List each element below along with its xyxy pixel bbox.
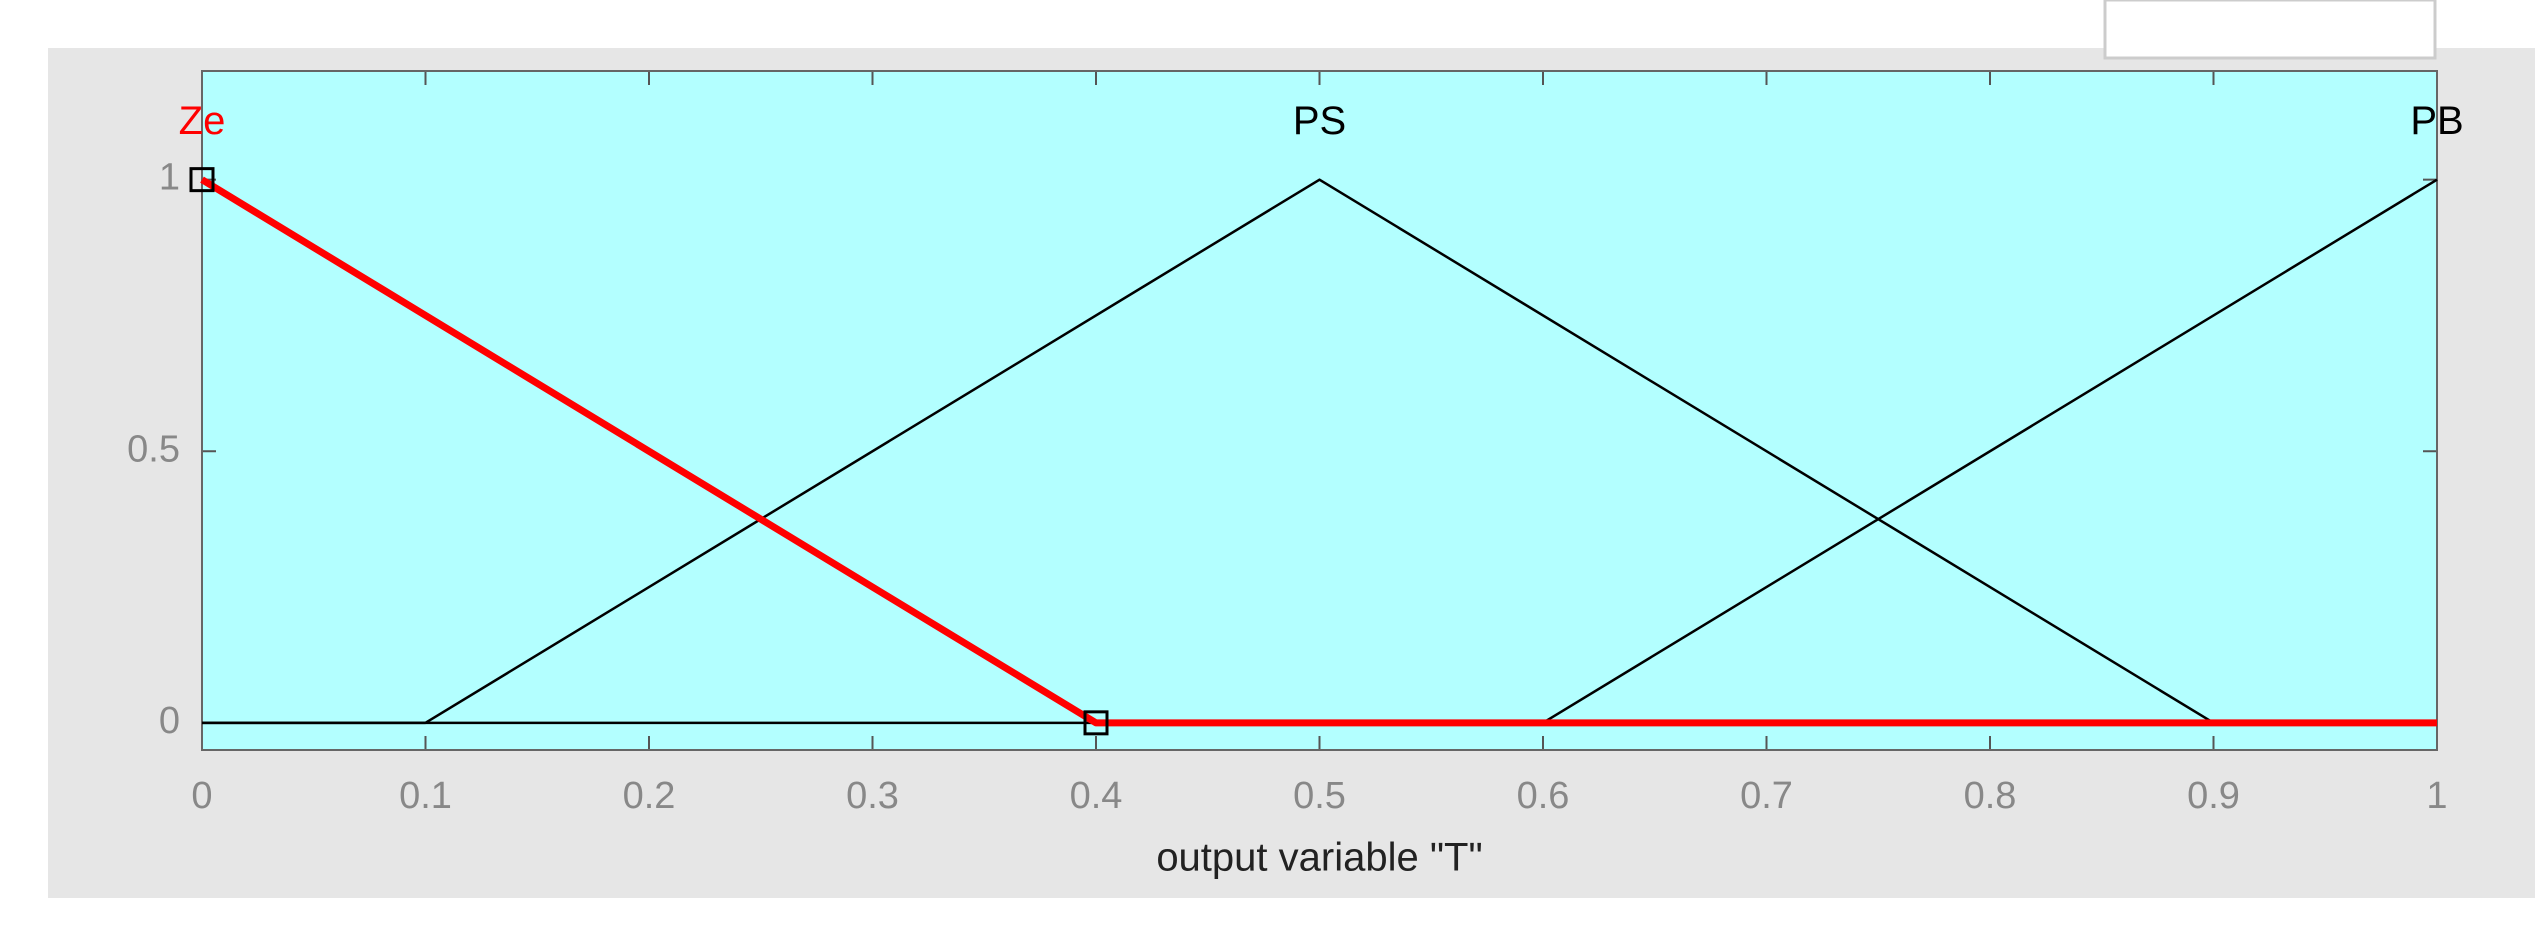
x-tick-label: 0.3 bbox=[846, 775, 899, 817]
axes-frame bbox=[201, 70, 2438, 751]
y-tick-label: 1 bbox=[159, 157, 180, 199]
x-tick-label: 0.7 bbox=[1740, 775, 1793, 817]
x-axis-label: output variable "T" bbox=[1156, 836, 1482, 880]
mf-label: Ze bbox=[179, 99, 226, 143]
x-tick-label: 0.1 bbox=[399, 775, 452, 817]
x-tick-label: 0.9 bbox=[2187, 775, 2240, 817]
y-tick-label: 0 bbox=[159, 700, 180, 742]
x-tick-label: 0.8 bbox=[1964, 775, 2017, 817]
mf-label: PS bbox=[1293, 99, 1346, 143]
vertex-marker bbox=[189, 167, 215, 193]
axes-background bbox=[202, 71, 2437, 750]
x-tick-label: 0.2 bbox=[623, 775, 676, 817]
mf-label: PB bbox=[2410, 99, 2463, 143]
membership-line bbox=[200, 176, 2437, 727]
x-tick-label: 0.4 bbox=[1070, 775, 1123, 817]
y-tick-label: 0.5 bbox=[127, 428, 180, 470]
x-tick-label: 0.5 bbox=[1293, 775, 1346, 817]
x-tick-label: 1 bbox=[2426, 775, 2447, 817]
plot-area: 0 0.1 0.2 0.3 0.4 0.5 0.6 0.7 0.8 0.9 1 0 0.5 1 output… bbox=[127, 70, 2464, 880]
x-tick-label: 0 bbox=[191, 775, 212, 817]
panel-box bbox=[2103, 0, 2437, 60]
vertex-marker bbox=[1083, 710, 1109, 736]
x-tick-label: 0.6 bbox=[1517, 775, 1570, 817]
